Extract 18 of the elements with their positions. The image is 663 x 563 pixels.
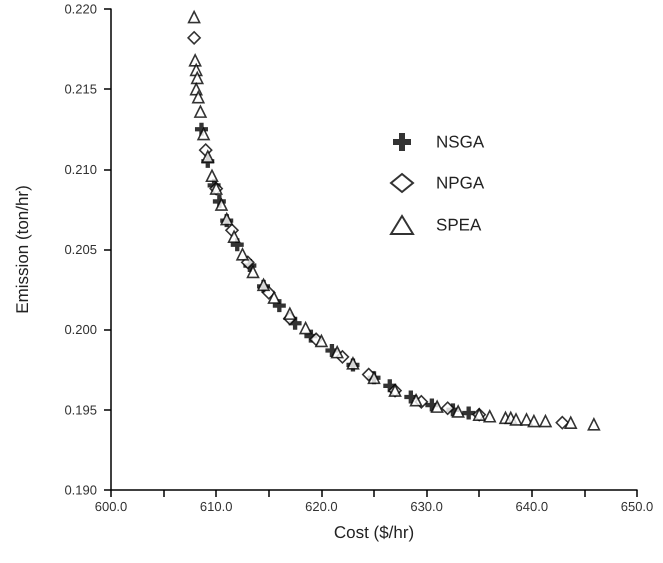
legend-label: NSGA (436, 132, 485, 152)
x-tick-label: 640.0 (516, 499, 548, 514)
y-tick-label: 0.220 (64, 2, 97, 16)
x-tick-label: 630.0 (410, 499, 443, 514)
y-tick-label: 0.215 (64, 82, 97, 97)
x-tick-label: 620.0 (305, 499, 338, 514)
y-tick-label: 0.200 (64, 322, 97, 338)
legend-label: NPGA (436, 174, 485, 192)
x-tick-label: 600.0 (94, 499, 128, 514)
x-axis-title: Cost ($/hr) (334, 523, 414, 542)
x-tick-label: 650.0 (620, 499, 654, 514)
legend-label: SPEA (436, 216, 482, 234)
y-tick-label: 0.210 (64, 162, 97, 177)
y-axis-title: Emission (ton/hr) (13, 185, 32, 314)
y-tick-label: 0.205 (64, 242, 97, 257)
y-tick-label: 0.195 (64, 402, 97, 418)
y-tick-label: 0.190 (64, 482, 97, 498)
x-tick-label: 610.0 (200, 499, 232, 514)
